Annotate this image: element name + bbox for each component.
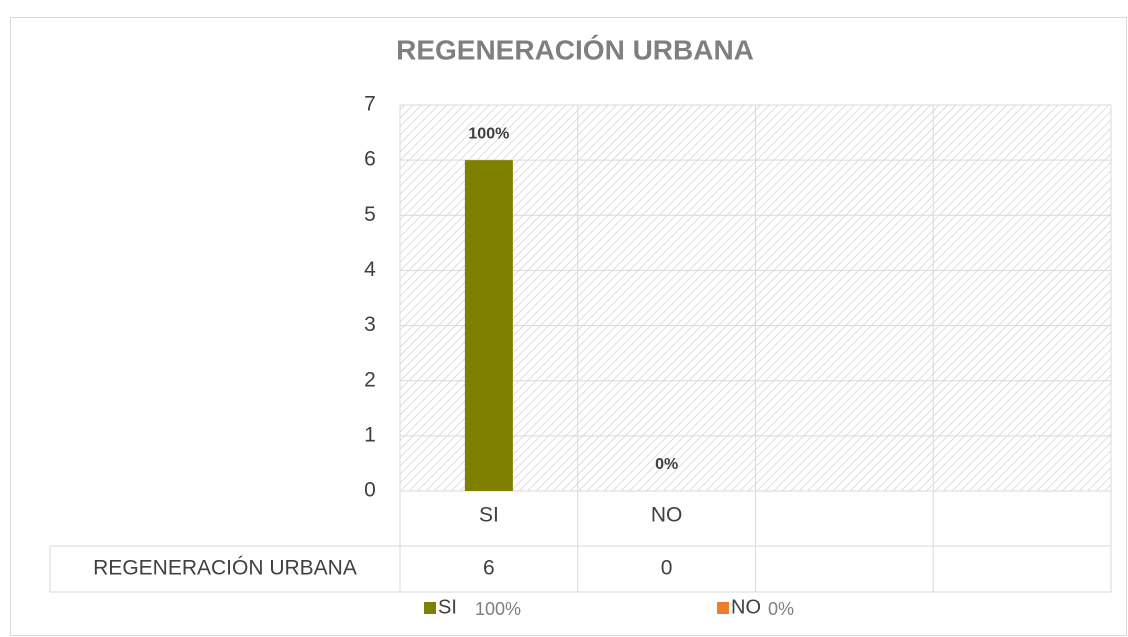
x-tick-label: NO <box>651 504 683 527</box>
x-tick-label: SI <box>479 504 499 527</box>
legend-label: NO <box>731 596 761 618</box>
legend-value: 0% <box>768 599 794 619</box>
table-value: 0 <box>661 557 673 580</box>
bar <box>464 160 513 491</box>
y-tick-label: 1 <box>364 423 376 446</box>
y-tick-label: 5 <box>364 203 376 226</box>
data-label: 0% <box>655 456 678 473</box>
legend-swatch <box>424 602 436 614</box>
table-row-label: REGENERACIÓN URBANA <box>93 557 357 580</box>
y-tick-label: 2 <box>364 368 376 391</box>
y-tick-label: 3 <box>364 313 376 336</box>
table-value: 6 <box>483 557 495 580</box>
legend-label: SI <box>438 596 457 618</box>
y-tick-label: 7 <box>364 93 376 116</box>
data-label: 100% <box>468 125 509 142</box>
chart-title: REGENERACIÓN URBANA <box>396 34 754 65</box>
y-tick-label: 0 <box>364 479 376 502</box>
y-tick-label: 6 <box>364 148 376 171</box>
legend-value: 100% <box>475 599 521 619</box>
y-tick-label: 4 <box>364 258 376 281</box>
legend-swatch <box>717 602 729 614</box>
